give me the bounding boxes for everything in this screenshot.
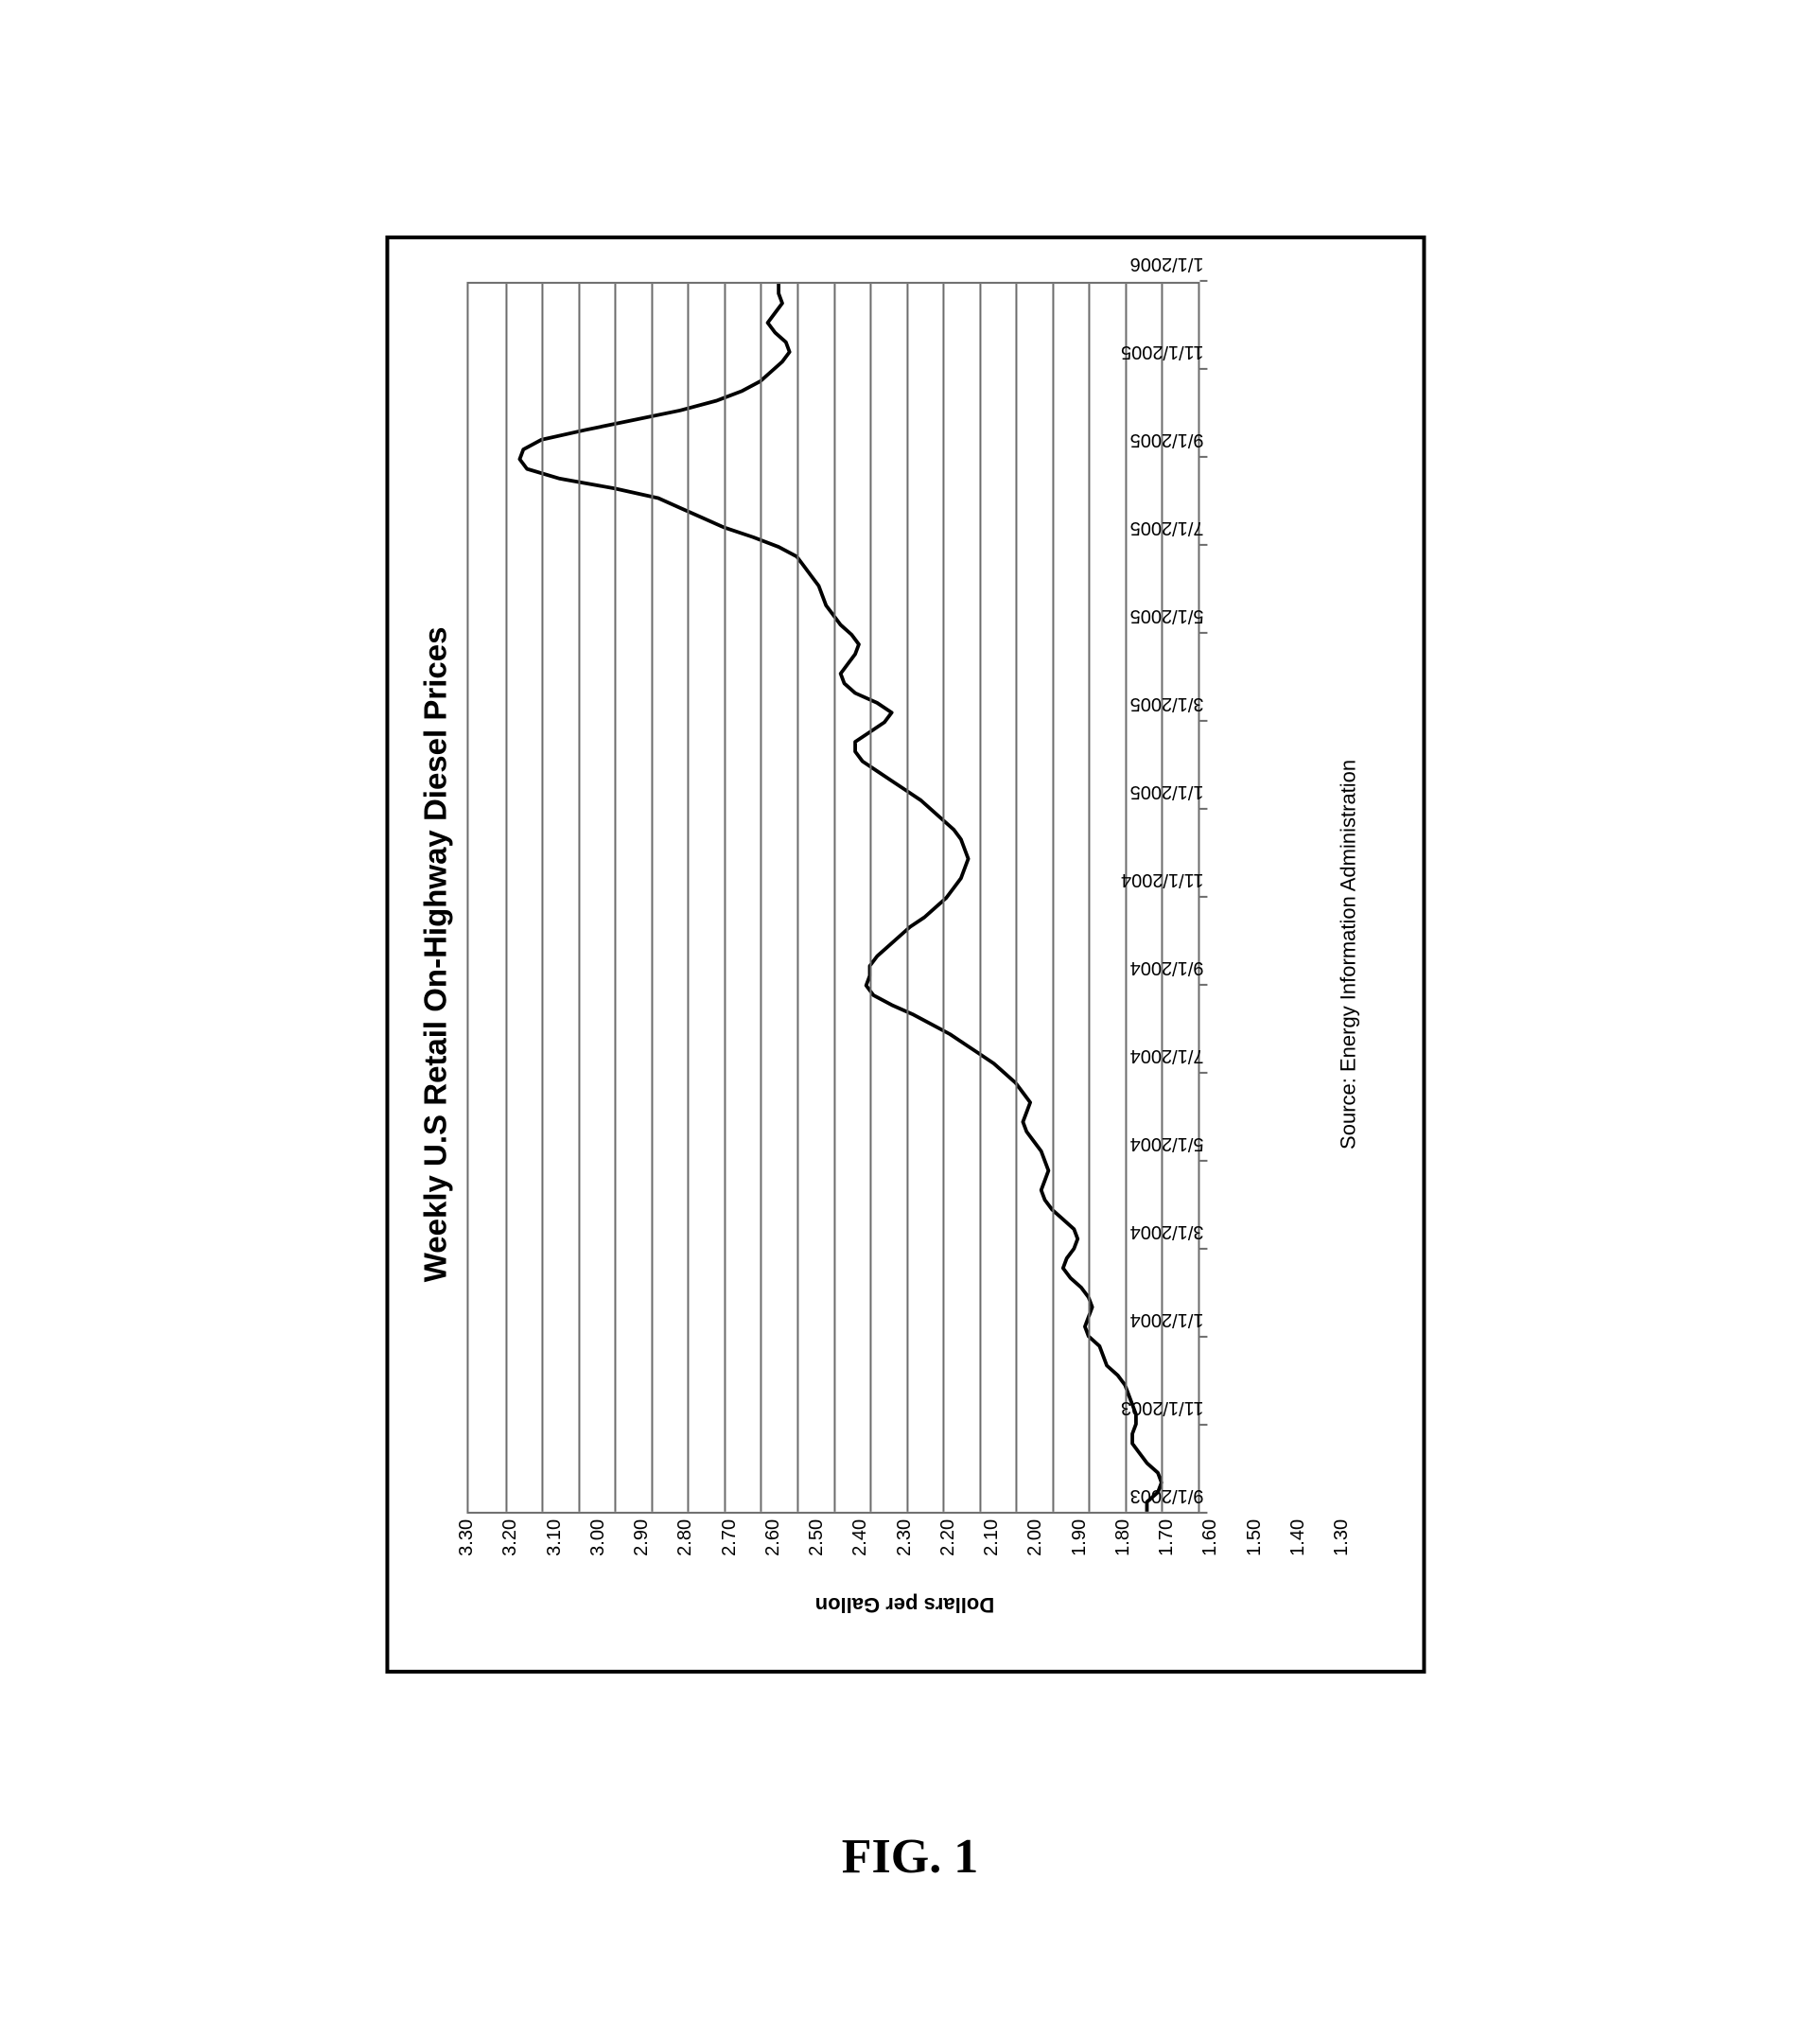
x-tick-label: 3/1/2004: [1130, 1220, 1204, 1242]
y-tick-label: 1.30: [1331, 1519, 1353, 1556]
y-tick-label: 2.00: [1024, 1519, 1046, 1556]
x-tick-label: 1/1/2004: [1130, 1308, 1204, 1330]
x-tick-mark: [1199, 1072, 1207, 1074]
gridline: [1052, 284, 1054, 1512]
gridline: [1016, 284, 1018, 1512]
gridline: [833, 284, 835, 1512]
x-tick-label: 5/1/2005: [1130, 605, 1204, 626]
x-tick-label: 11/1/2005: [1121, 341, 1204, 362]
gridline: [724, 284, 726, 1512]
x-tick-label: 7/1/2004: [1130, 1044, 1204, 1066]
gridline: [615, 284, 617, 1512]
gridline: [869, 284, 871, 1512]
x-tick-mark: [1199, 456, 1207, 458]
y-tick-label: 3.00: [587, 1519, 609, 1556]
y-tick-label: 1.60: [1199, 1519, 1221, 1556]
x-tick-label: 9/1/2004: [1130, 957, 1204, 978]
y-axis-ticks: 1.301.401.501.601.701.801.902.002.102.20…: [466, 1514, 1341, 1582]
gridline: [578, 284, 580, 1512]
x-tick-label: 9/1/2003: [1130, 1484, 1204, 1506]
gridline: [542, 284, 544, 1512]
y-tick-label: 3.30: [456, 1519, 478, 1556]
plot-area: [466, 282, 1199, 1514]
x-tick-mark: [1199, 632, 1207, 634]
y-tick-label: 1.70: [1156, 1519, 1178, 1556]
gridline: [979, 284, 981, 1512]
gridline: [906, 284, 908, 1512]
y-tick-label: 2.90: [631, 1519, 653, 1556]
gridline: [943, 284, 945, 1512]
x-tick-label: 5/1/2004: [1130, 1132, 1204, 1154]
gridline: [651, 284, 653, 1512]
x-tick-mark: [1199, 1248, 1207, 1250]
gridline: [1125, 284, 1127, 1512]
x-tick-mark: [1199, 544, 1207, 546]
y-tick-label: 1.40: [1287, 1519, 1309, 1556]
chart-title: Weekly U.S Retail On-Highway Diesel Pric…: [417, 282, 453, 1627]
x-tick-mark: [1199, 1160, 1207, 1162]
figure-caption: FIG. 1: [842, 1829, 978, 1885]
y-tick-label: 3.10: [543, 1519, 565, 1556]
x-tick-mark: [1199, 1424, 1207, 1426]
x-tick-label: 3/1/2005: [1130, 693, 1204, 714]
x-axis-ticks: 9/1/200311/1/20031/1/20043/1/20045/1/200…: [1199, 282, 1341, 1514]
x-tick-mark: [1199, 984, 1207, 986]
x-tick-mark: [1199, 720, 1207, 722]
x-tick-mark: [1199, 896, 1207, 898]
y-tick-label: 2.80: [674, 1519, 696, 1556]
y-tick-label: 3.20: [499, 1519, 521, 1556]
y-axis-label-wrap: Dollars per Gallon: [466, 1582, 1341, 1627]
x-tick-label: 1/1/2006: [1130, 253, 1204, 274]
chart-body: Dollars per Gallon 1.301.401.501.601.701…: [466, 282, 1341, 1627]
x-tick-mark: [1199, 1336, 1207, 1338]
gridline: [761, 284, 762, 1512]
x-tick-label: 11/1/2004: [1121, 869, 1204, 890]
y-tick-label: 1.50: [1243, 1519, 1265, 1556]
gridline: [1089, 284, 1091, 1512]
gridline: [505, 284, 507, 1512]
y-tick-label: 1.90: [1068, 1519, 1090, 1556]
y-tick-label: 2.20: [937, 1519, 959, 1556]
x-tick-label: 7/1/2005: [1130, 517, 1204, 538]
y-tick-label: 1.80: [1112, 1519, 1134, 1556]
chart-rotated-container: Weekly U.S Retail On-Highway Diesel Pric…: [385, 236, 1426, 1674]
y-tick-label: 2.40: [849, 1519, 871, 1556]
x-tick-mark: [1199, 1512, 1207, 1514]
y-tick-label: 2.70: [718, 1519, 740, 1556]
plot-wrap: 9/1/2003 11/1/2003 1/1/2004 3/1/2004 5/1/200…: [466, 282, 1341, 1514]
gridline: [688, 284, 690, 1512]
x-tick-label: 1/1/2005: [1130, 781, 1204, 802]
x-tick-label: 9/1/2005: [1130, 429, 1204, 450]
x-tick-label: 11/1/2003: [1121, 1396, 1204, 1418]
y-tick-label: 2.60: [762, 1519, 784, 1556]
x-tick-mark: [1199, 368, 1207, 370]
y-axis-label: Dollars per Gallon: [814, 1592, 993, 1617]
chart-outer-frame: Weekly U.S Retail On-Highway Diesel Pric…: [385, 236, 1426, 1674]
x-tick-mark: [1199, 280, 1207, 282]
y-tick-label: 2.30: [893, 1519, 915, 1556]
y-tick-label: 2.50: [806, 1519, 828, 1556]
gridline: [796, 284, 798, 1512]
x-tick-mark: [1199, 808, 1207, 810]
y-tick-label: 2.10: [981, 1519, 1003, 1556]
